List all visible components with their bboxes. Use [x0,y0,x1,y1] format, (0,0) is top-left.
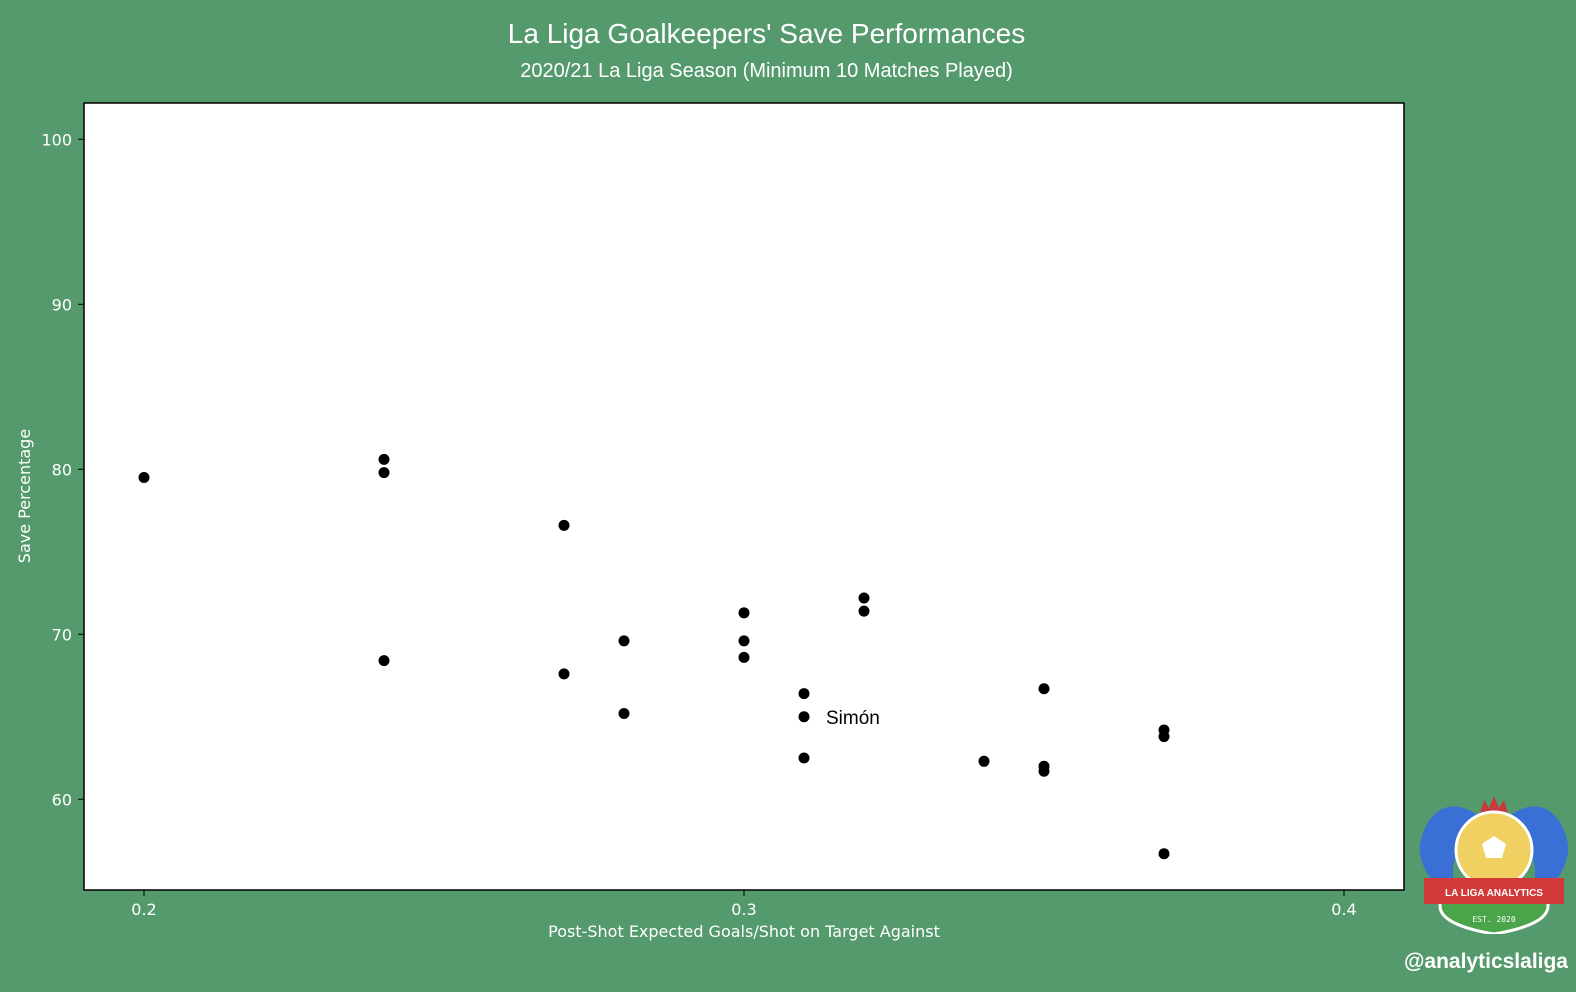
y-tick-label: 70 [52,625,72,644]
x-axis-label: Post-Shot Expected Goals/Shot on Target … [548,922,940,941]
data-point [798,752,810,764]
crown-icon [1480,796,1508,814]
data-point [618,635,630,647]
data-point [378,453,390,465]
data-point [1158,848,1170,860]
x-tick-label: 0.4 [1331,900,1356,919]
y-axis: 60 70 80 90 100 [41,130,84,809]
data-point [738,651,750,663]
x-tick-label: 0.2 [131,900,156,919]
data-point [618,707,630,719]
point-annotation-label: Simón [826,708,880,729]
data-point [738,607,750,619]
data-points [138,453,1170,860]
data-point [858,605,870,617]
data-point [738,635,750,647]
y-tick-label: 80 [52,460,72,479]
logo-banner [1424,878,1564,904]
y-tick-label: 90 [52,295,72,314]
x-tick-label: 0.3 [731,900,756,919]
logo-est-text: EST. 2020 [1472,915,1516,924]
chart-title: La Liga Goalkeepers' Save Performances [507,18,1026,49]
logo-banner-text: LA LIGA ANALYTICS [1445,888,1543,899]
data-point [378,467,390,479]
data-point [138,472,150,484]
data-point [798,711,810,723]
x-axis: 0.2 0.3 0.4 [131,890,1357,919]
data-point [378,655,390,667]
plot-area [83,102,1405,891]
data-point [978,755,990,767]
data-point [1038,765,1050,777]
data-point [558,519,570,531]
data-point [1038,683,1050,695]
data-point [798,688,810,700]
y-tick-label: 100 [41,130,72,149]
data-point [858,592,870,604]
annotations: Simón [826,708,880,729]
la-liga-analytics-logo: LA LIGA ANALYTICS EST. 2020 [1419,796,1569,934]
twitter-handle: @analyticslaliga [1403,950,1568,973]
data-point [558,668,570,680]
chart-subtitle: 2020/21 La Liga Season (Minimum 10 Match… [520,60,1013,82]
y-axis-label: Save Percentage [15,429,34,563]
data-point [1158,731,1170,743]
y-tick-label: 60 [52,790,72,809]
